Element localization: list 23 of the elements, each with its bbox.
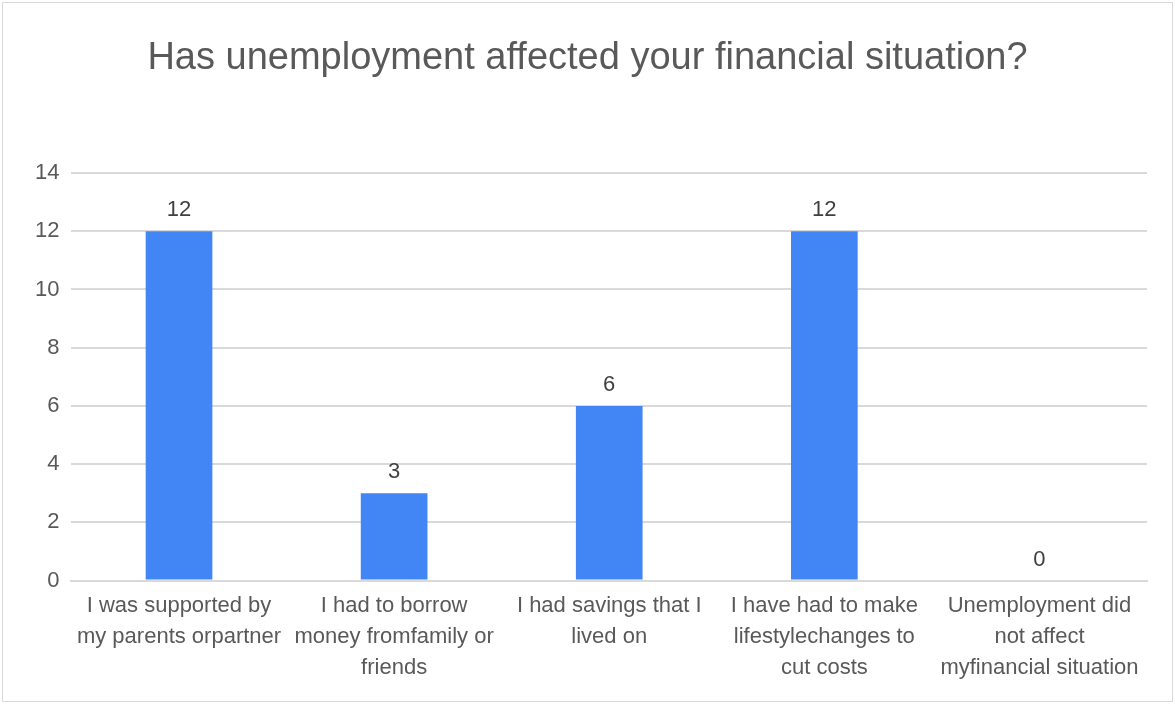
y-tick-label: 8 — [47, 333, 60, 359]
y-tick-label: 2 — [47, 508, 60, 534]
y-tick-label: 12 — [34, 217, 60, 243]
x-tick-label: I had savings that I lived on — [516, 592, 702, 648]
y-tick-label: 10 — [34, 275, 60, 301]
data-label: 12 — [166, 196, 192, 222]
data-label: 12 — [812, 196, 837, 222]
chart-title: Has unemployment affected your financial situation? — [146, 34, 1029, 79]
y-tick-label: 4 — [47, 450, 60, 476]
y-tick-label: 0 — [47, 566, 60, 592]
bar — [145, 231, 213, 580]
x-tick-label: I was supported by my parents orpartner — [76, 592, 282, 648]
y-tick-label: 6 — [47, 391, 60, 417]
bar — [360, 493, 428, 580]
data-label: 6 — [603, 370, 616, 396]
x-tick-label: I have had to make lifestylechanges to cut costs — [730, 592, 918, 679]
data-label: 0 — [1033, 545, 1046, 571]
y-tick-label: 14 — [34, 159, 60, 185]
bar — [791, 231, 858, 580]
x-tick-label: I had to borrow money fromfamily or friends — [294, 592, 494, 679]
x-tick-label: Unemployment did not affect myfinancial situation — [940, 592, 1139, 679]
bar — [575, 405, 643, 580]
data-label: 3 — [388, 458, 401, 484]
